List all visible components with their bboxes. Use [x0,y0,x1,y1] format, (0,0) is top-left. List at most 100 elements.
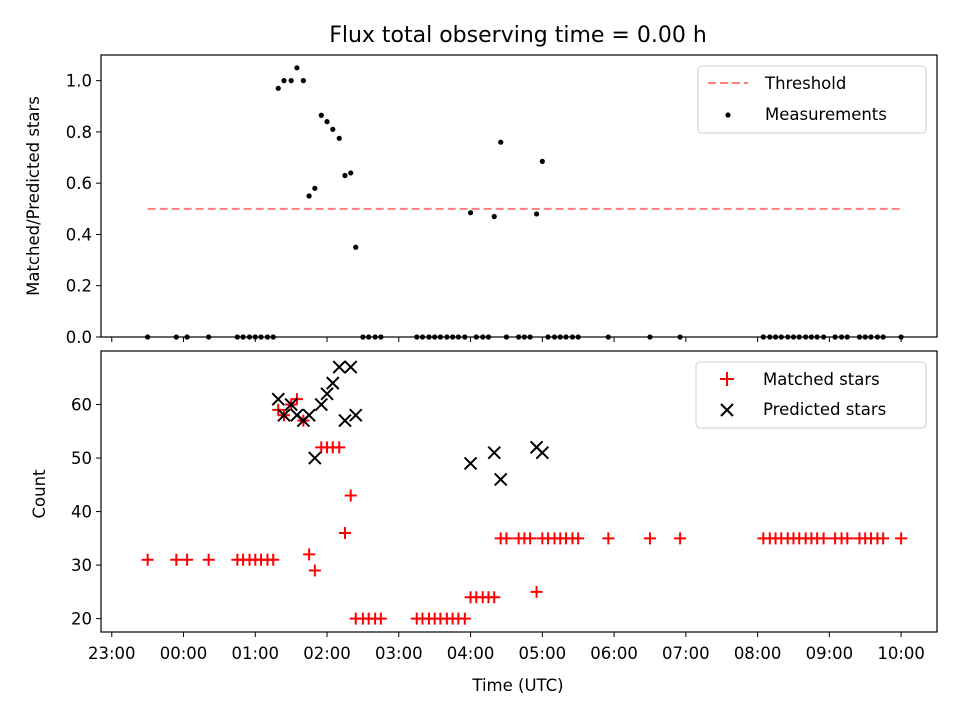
measurement-point [306,193,312,199]
predicted-star-point [302,408,316,422]
legend-predicted-label: Predicted stars [763,400,886,419]
legend-matched-label: Matched stars [763,370,880,389]
x-tick-label: 02:00 [303,644,351,663]
measurement-point [330,126,336,132]
x-tick-label: 06:00 [590,644,638,663]
bottom-y-tick-label: 30 [71,556,92,575]
predicted-star-point [320,387,334,401]
measurement-point [348,170,354,176]
bottom-y-axis-label: Count [30,469,49,519]
predicted-star-point [349,408,363,422]
x-tick-label: 10:00 [877,644,925,663]
bottom-legend: Matched stars Predicted stars [695,361,927,429]
matched-star-point [308,564,321,577]
bottom-y-tick-label: 40 [71,503,92,522]
top-y-tick-label: 0.6 [66,174,92,193]
matched-star-point [674,532,687,545]
predicted-star-point [332,360,346,374]
matched-star-point [895,532,908,545]
matched-star-point [602,532,615,545]
measurement-point [275,85,281,91]
predicted-star-point [284,397,298,412]
top-y-tick-label: 1.0 [66,72,92,91]
predicted-star-point [487,445,501,460]
measurement-point [288,78,294,84]
matched-star-point [344,489,357,502]
x-tick-label: 04:00 [447,644,495,663]
measurement-point [467,210,474,216]
matched-star-point [643,532,656,545]
x-tick-label: 09:00 [806,644,854,663]
predicted-star-point [308,451,322,465]
top-y-tick-label: 0.8 [66,123,92,142]
top-y-tick-label: 0.0 [66,328,92,347]
legend-measurements-label: Measurements [765,105,887,124]
x-tick-label: 03:00 [375,644,423,663]
measurement-point [539,158,545,164]
predicted-star-point [277,408,291,422]
matched-star-point [303,548,316,561]
matched-star-point [877,532,890,545]
legend-threshold-label: Threshold [764,74,846,93]
matched-star-point [267,553,280,566]
top-y-axis-label: Matched/Predicted stars [24,96,43,296]
legend-measurements-swatch [725,112,731,118]
top-axes-frame [100,54,938,338]
matched-star-point [524,532,537,545]
matched-star-point [333,441,346,454]
bottom-y-tick-label: 60 [71,396,92,415]
x-axis-label: Time (UTC) [471,676,563,695]
measurement-point [353,244,359,250]
predicted-star-point [344,360,358,374]
matched-star-point [202,553,215,566]
predicted-star-point [338,413,352,428]
measurement-point [281,78,287,84]
measurement-point [324,119,330,125]
predicted-star-point [463,456,478,471]
x-tick-label: 00:00 [160,644,208,663]
matched-star-point [170,553,183,566]
x-tick-label: 08:00 [734,644,782,663]
measurement-point [318,112,324,118]
predicted-star-point [493,472,508,487]
legend-predicted-swatch [720,403,734,417]
top-plot-area: 0.0 0.2 0.4 0.6 0.8 1.0 [66,54,938,347]
matched-star-point [530,585,543,598]
predicted-star-point [314,397,329,412]
top-y-tick-label: 0.4 [66,225,92,244]
measurement-point [342,172,348,179]
measurement-point [294,65,300,71]
chart-title: Flux total observing time = 0.00 h [329,23,707,48]
matched-star-point [141,553,154,566]
predicted-star-point [535,445,550,460]
bottom-plot-area: 20 30 40 50 60 23:00 00:00 01:00 02:00 03:00 04:00… [71,350,938,663]
matched-star-point [374,612,387,625]
matched-star-point [817,532,830,545]
measurement-point [312,185,318,191]
x-tick-label: 01:00 [232,644,280,663]
matched-star-point [572,532,585,545]
top-legend: Threshold Measurements [697,65,927,134]
x-tick-label: 07:00 [662,644,710,663]
bottom-axes-frame [100,350,938,633]
top-y-tick-label: 0.2 [66,277,92,296]
measurement-point [336,135,342,141]
matched-star-point [500,532,513,545]
bottom-y-tick-label: 50 [71,449,92,468]
measurement-point [491,213,497,220]
measurement-point [300,78,306,84]
matched-star-point [338,526,351,539]
bottom-y-tick-label: 20 [71,610,92,629]
legend-matched-swatch [720,372,734,386]
measurement-point [498,139,504,145]
matched-star-point [488,591,501,604]
matched-star-point [841,532,854,545]
x-tick-label: 23:00 [88,644,136,663]
matched-star-point [458,612,471,625]
predicted-star-point [326,376,340,390]
matched-star-point [181,553,194,566]
measurement-point [533,211,540,217]
x-tick-label: 05:00 [519,644,567,663]
predicted-star-point [271,392,285,406]
